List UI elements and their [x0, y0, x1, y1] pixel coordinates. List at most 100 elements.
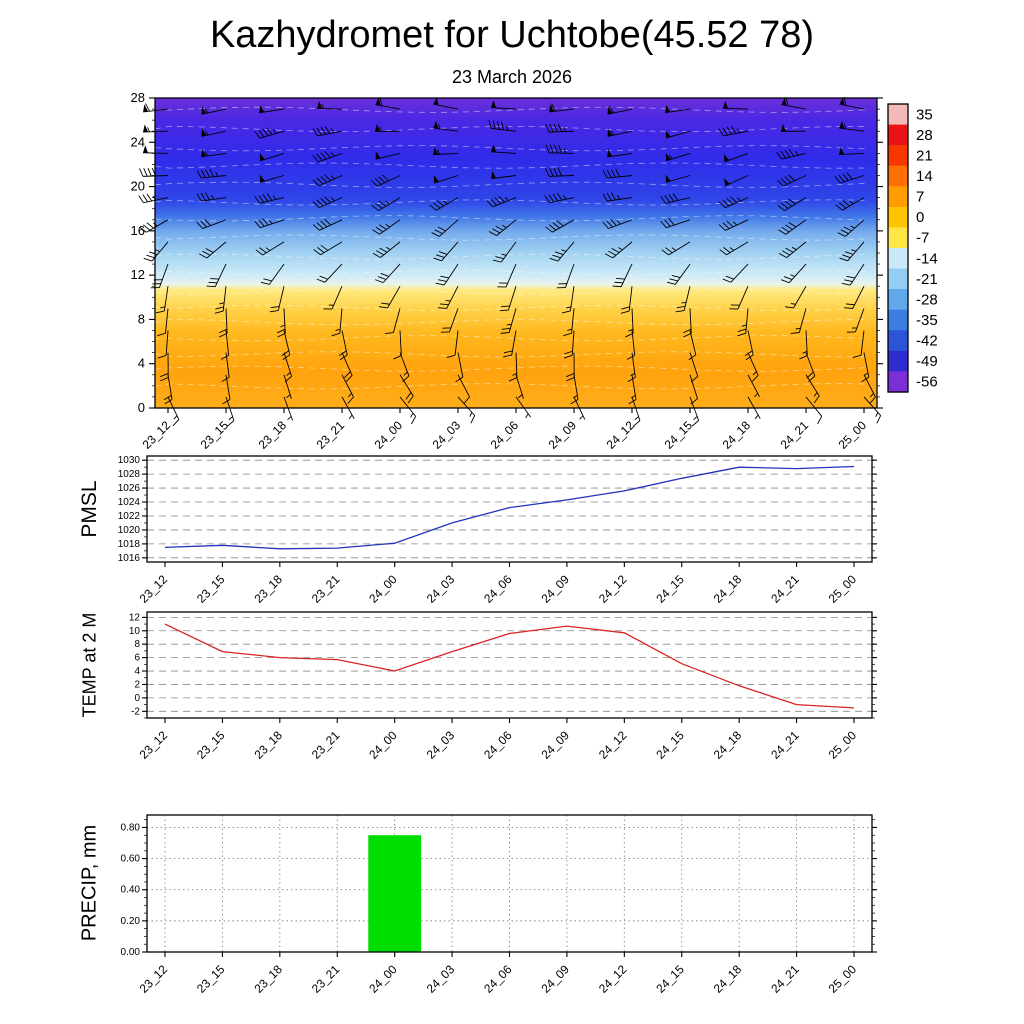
- wind-barb: [660, 193, 691, 204]
- wind-barb: [602, 192, 633, 202]
- x-tick-label: 24_21: [768, 962, 802, 996]
- wind-barb: [331, 308, 343, 337]
- x-tick-label: 23_21: [314, 418, 348, 452]
- wind-barb: [399, 352, 410, 383]
- contour-lines: [154, 106, 870, 390]
- pmsl-panel-series: [164, 465, 855, 550]
- x-tick-label: 24_12: [596, 962, 630, 996]
- contour-line: [154, 145, 870, 152]
- wind-barb: [486, 195, 517, 208]
- wind-barb: [277, 308, 286, 338]
- wind-barb: [283, 374, 292, 399]
- y-tick-label: 1028: [118, 469, 141, 480]
- wind-barb: [744, 330, 754, 361]
- colorbar-tick-label: -35: [916, 312, 938, 329]
- y-tick-label: 4: [134, 666, 140, 677]
- wind-barb: [254, 127, 285, 139]
- x-tick-label: 23_12: [140, 418, 174, 452]
- x-tick-label: 24_18: [711, 572, 745, 606]
- x-tick-label: 24_03: [424, 728, 458, 762]
- x-tick-label: 24_12: [596, 728, 630, 762]
- wind-barb: [799, 330, 808, 360]
- wind-barb: [626, 330, 636, 360]
- wind-barb: [561, 286, 575, 314]
- wind-barb: [665, 130, 691, 139]
- wind-barb: [399, 396, 417, 425]
- wind-barb: [323, 286, 343, 310]
- x-tick-label: 24_18: [711, 962, 745, 996]
- wind-barb: [841, 263, 865, 286]
- contour-line: [154, 304, 870, 311]
- y-tick-label: 0.40: [121, 885, 141, 896]
- colorbar-segment: [888, 371, 908, 393]
- colorbar-segment: [888, 104, 908, 126]
- x-tick-label: 24_03: [424, 572, 458, 606]
- wind-barb: [665, 104, 691, 114]
- wind-barb: [549, 241, 575, 262]
- x-tick-label: 24_09: [539, 962, 573, 996]
- contour-line: [154, 288, 870, 295]
- y-tick-label: 12: [129, 612, 141, 623]
- wind-barb: [834, 172, 865, 184]
- wind-barb: [781, 263, 807, 284]
- wind-barb: [747, 374, 760, 398]
- x-tick-label: 24_12: [596, 572, 630, 606]
- wind-barb: [163, 374, 173, 405]
- x-tick-label: 23_18: [256, 418, 290, 452]
- wind-barb: [201, 106, 227, 115]
- wind-barb: [839, 146, 865, 156]
- temp-panel-series: [164, 623, 855, 709]
- wind-barb: [446, 330, 459, 359]
- x-tick-label: 24_00: [366, 962, 400, 996]
- wind-barb: [255, 241, 285, 256]
- wind-barb: [545, 123, 575, 133]
- wind-barb: [620, 286, 633, 314]
- height-tick-label: 12: [131, 267, 145, 282]
- wind-barb: [545, 144, 575, 154]
- y-tick-label: 1020: [118, 525, 141, 536]
- x-tick-label: 24_15: [662, 418, 696, 452]
- wind-barb: [259, 174, 285, 183]
- x-tick-label: 24_03: [430, 418, 464, 452]
- x-tick-label: 23_18: [251, 962, 285, 996]
- wind-barb: [214, 286, 227, 314]
- wind-barb: [805, 374, 820, 404]
- wind-barb: [778, 219, 807, 235]
- colorbar-tick-label: -56: [916, 374, 938, 391]
- x-tick-label: 24_09: [546, 418, 580, 452]
- wind-barb: [689, 374, 698, 405]
- x-tick-label: 24_15: [653, 728, 687, 762]
- wind-barb: [254, 218, 285, 229]
- wind-barb: [157, 308, 169, 337]
- wind-barb: [155, 286, 169, 314]
- x-tick-label: 25_00: [826, 728, 860, 762]
- x-tick-label: 23_21: [309, 962, 343, 996]
- x-tick-label: 23_18: [251, 572, 285, 606]
- wind-barb: [723, 175, 749, 187]
- colorbar-segment: [888, 124, 908, 146]
- wind-barb: [839, 120, 865, 132]
- colorbar-tick-label: 35: [916, 106, 933, 123]
- wind-barb: [269, 286, 285, 313]
- contour-line: [154, 365, 870, 372]
- y-tick-label: 1030: [118, 455, 141, 466]
- wind-barb: [607, 105, 633, 115]
- wind-barb: [602, 168, 633, 179]
- wind-barb: [607, 149, 633, 158]
- y-tick-label: 0.80: [121, 822, 141, 833]
- wind-barb: [604, 241, 633, 259]
- contour-line: [154, 125, 870, 133]
- colorbar-segment: [888, 206, 908, 229]
- x-tick-label: 24_06: [481, 962, 515, 996]
- wind-barb: [312, 196, 343, 209]
- wind-barb: [852, 330, 865, 358]
- wind-barb: [675, 286, 691, 313]
- wind-barb: [374, 123, 401, 132]
- wind-barb: [375, 151, 401, 160]
- wind-barb: [499, 286, 517, 312]
- wind-barb: [316, 101, 343, 110]
- contour-line: [154, 181, 870, 188]
- wind-barb: [566, 352, 575, 382]
- y-tick-label: 1018: [118, 539, 141, 550]
- wind-barb: [371, 197, 401, 211]
